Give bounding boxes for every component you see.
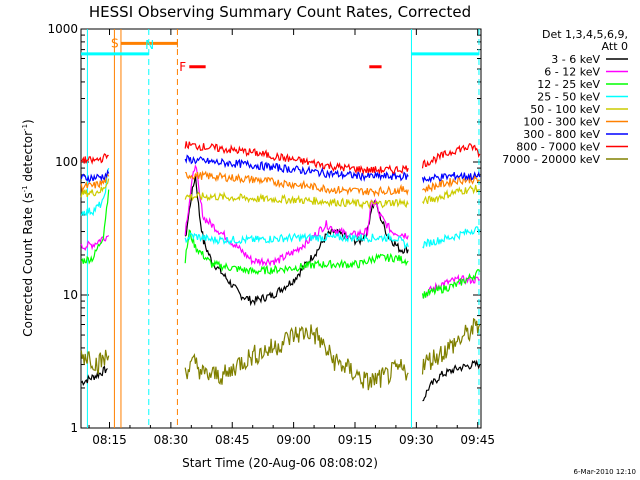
y-axis-label: Corrected Count Rate (s-1 detector-1) xyxy=(21,119,35,336)
legend-label: 7000 - 20000 keV xyxy=(502,153,600,166)
series-line xyxy=(184,141,409,176)
series-line xyxy=(421,171,481,184)
legend-header-line-2: Att 0 xyxy=(602,40,628,53)
legend-label: 50 - 100 keV xyxy=(530,103,600,116)
legend-label: 800 - 7000 keV xyxy=(516,141,600,154)
legend-label: 25 - 50 keV xyxy=(537,91,600,104)
series-line xyxy=(421,143,481,169)
series-line xyxy=(184,164,409,267)
series-line xyxy=(422,184,481,205)
legend-label: 300 - 800 keV xyxy=(523,128,600,141)
y-axis-label-part-1: Corrected Count Rate (s xyxy=(21,192,35,336)
series-line xyxy=(80,365,108,386)
x-axis-label: Start Time (20-Aug-06 08:08:02) xyxy=(182,456,378,470)
series-line xyxy=(421,269,481,299)
series-line xyxy=(184,154,409,182)
plot-frame xyxy=(80,28,482,429)
series-line xyxy=(422,173,481,193)
x-tick-label: 09:00 xyxy=(276,433,311,447)
chart-title: HESSI Observing Summary Count Rates, Cor… xyxy=(89,3,471,21)
plot-area xyxy=(80,28,482,429)
y-axis-label-part-2: detector xyxy=(21,131,35,186)
series-line xyxy=(422,273,480,299)
flag-bars: S N F xyxy=(80,36,479,74)
x-tick-label: 09:30 xyxy=(399,433,434,447)
x-tick-label: 08:45 xyxy=(215,433,250,447)
series-line xyxy=(184,229,409,276)
y-tick-label: 10 xyxy=(63,288,78,302)
series-line xyxy=(184,324,409,391)
y-axis-label-part-3: ) xyxy=(21,119,35,124)
attenuator-state-lines xyxy=(86,29,480,428)
legend-label: 3 - 6 keV xyxy=(551,53,600,66)
series-line xyxy=(80,178,110,198)
flag-letter: S xyxy=(111,36,119,50)
series-line xyxy=(80,172,110,193)
series-line xyxy=(80,169,110,184)
y-axis-label-group: Corrected Count Rate (s-1 detector-1) xyxy=(21,119,35,336)
y-tick-label: 1000 xyxy=(47,22,78,36)
series-line xyxy=(422,226,481,249)
flag-letter: F xyxy=(179,60,186,74)
legend-header-line-1: Det 1,3,4,5,6,9, xyxy=(542,28,628,41)
series-line xyxy=(80,235,110,251)
series-line xyxy=(185,170,409,198)
x-tick-label: 08:30 xyxy=(154,433,189,447)
x-axis: 08:15 08:30 08:45 09:00 09:15 09:30 09:45 xyxy=(88,29,495,447)
x-tick-label: 09:15 xyxy=(338,433,373,447)
series-line xyxy=(80,349,110,375)
series-lines xyxy=(80,141,481,402)
timestamp: 6-Mar-2010 12:10 xyxy=(574,468,636,476)
series-line xyxy=(421,317,481,375)
series-line xyxy=(80,153,109,165)
y-axis: 1 10 100 1000 xyxy=(47,22,481,435)
y-tick-label: 1 xyxy=(70,421,78,435)
series-line xyxy=(80,189,110,265)
series-line xyxy=(184,231,409,249)
legend-label: 100 - 300 keV xyxy=(523,116,600,129)
series-line xyxy=(422,359,481,402)
x-tick-label: 09:45 xyxy=(460,433,495,447)
series-line xyxy=(184,191,409,210)
y-axis-label-exponent-2: -1 xyxy=(21,124,29,131)
flag-letter: N xyxy=(145,38,154,52)
legend-label: 12 - 25 keV xyxy=(537,78,600,91)
x-tick-label: 08:15 xyxy=(92,433,127,447)
y-axis-label-exponent-1: -1 xyxy=(21,185,29,192)
series-line xyxy=(184,174,409,307)
y-tick-label: 100 xyxy=(55,155,78,169)
series-line xyxy=(80,167,110,217)
legend-label: 6 - 12 keV xyxy=(544,66,600,79)
